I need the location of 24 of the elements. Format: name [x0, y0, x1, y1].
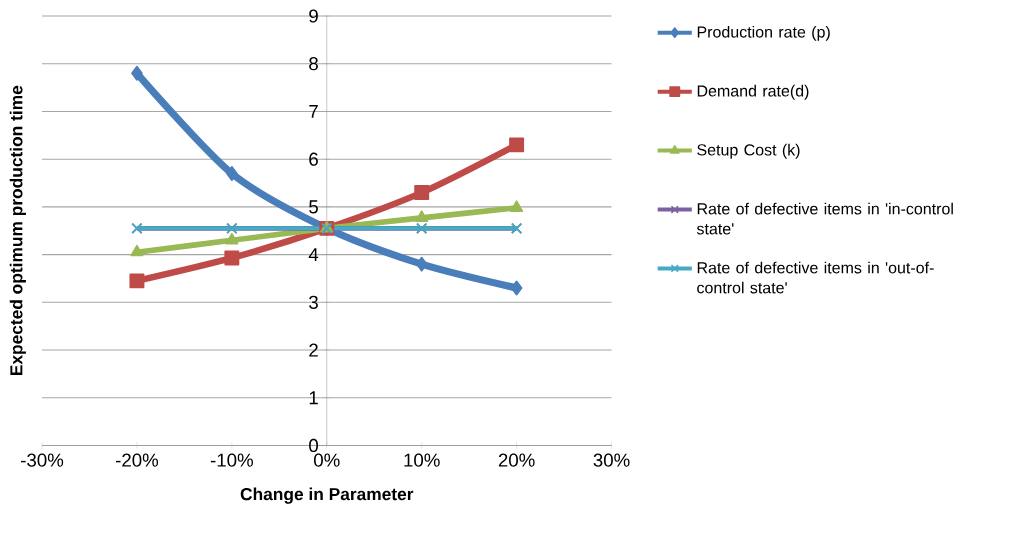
y-tick-label: 1: [309, 391, 318, 405]
y-tick-label: 7: [309, 104, 318, 118]
x-tick-label: 20%: [498, 453, 535, 467]
x-tick-label: 10%: [404, 453, 440, 467]
y-tick-label: 2: [309, 343, 318, 357]
y-tick-label: 9: [309, 9, 318, 23]
x-tick-label: 0%: [314, 453, 340, 467]
x-tick-label: -30%: [21, 453, 64, 467]
legend-label: Setup Cost (k): [697, 143, 800, 159]
y-axis-title: Expected optimum production time: [9, 85, 26, 375]
y-tick-label: 4: [308, 248, 319, 261]
legend-label: Demand rate(d): [697, 84, 809, 100]
y-tick-label: 3: [309, 295, 318, 309]
legend-label: Rate of defective items in 'in-control state': [696, 202, 953, 235]
x-tick-label: -10%: [210, 453, 253, 467]
y-tick-label: 8: [309, 57, 318, 71]
x-tick-label: 30%: [593, 453, 630, 467]
x-axis-title: Change in Parameter: [240, 487, 414, 504]
legend-label: Rate of defective items in 'out-of-control state': [697, 261, 934, 294]
y-tick-label: 0: [309, 438, 319, 453]
y-tick-label: 5: [309, 200, 318, 214]
x-tick-label: -20%: [115, 453, 159, 467]
legend-label: Production rate (p): [697, 25, 830, 41]
y-tick-label: 6: [309, 152, 318, 166]
